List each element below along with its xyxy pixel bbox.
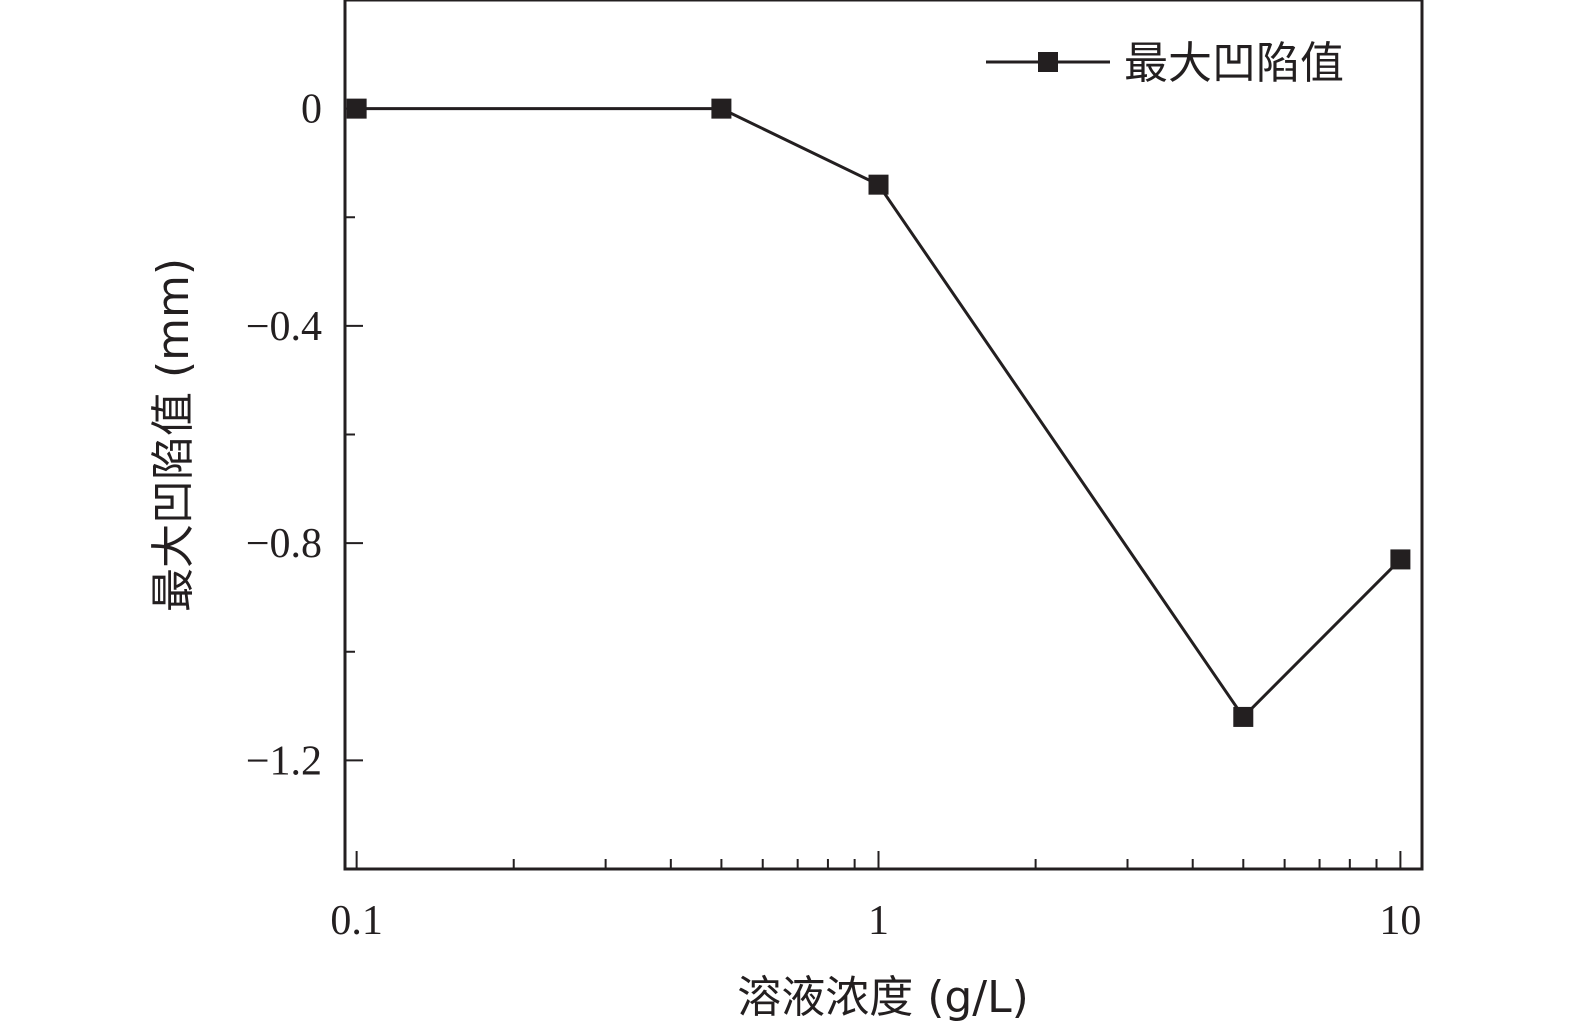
- x-axis-title: 溶液浓度 (g/L): [737, 972, 1029, 1023]
- data-point: [1390, 549, 1411, 570]
- x-axis-ticks: 0.1 1 10: [330, 851, 1421, 944]
- legend-marker: [1038, 52, 1058, 72]
- x-tick-label: 1: [868, 898, 889, 944]
- y-tick-label: −0.8: [246, 521, 322, 567]
- y-tick-label: −1.2: [246, 738, 322, 784]
- legend-label: 最大凹陷值: [1124, 38, 1344, 89]
- y-axis-title: 最大凹陷值 (mm): [148, 258, 199, 612]
- series-layer: [346, 98, 1411, 727]
- y-tick-label: −0.4: [246, 304, 322, 350]
- y-tick-label: 0: [301, 87, 322, 133]
- data-point: [346, 98, 367, 119]
- x-tick-label: 0.1: [330, 898, 383, 944]
- data-point: [868, 174, 889, 195]
- y-axis-ticks: 0 −0.4 −0.8 −1.2: [246, 0, 363, 870]
- data-point: [1233, 706, 1254, 727]
- x-tick-label: 10: [1379, 898, 1421, 944]
- plot-frame: [343, 0, 1424, 871]
- legend: 最大凹陷值: [986, 38, 1344, 89]
- series-line: [356, 107, 1402, 720]
- data-point: [711, 98, 732, 119]
